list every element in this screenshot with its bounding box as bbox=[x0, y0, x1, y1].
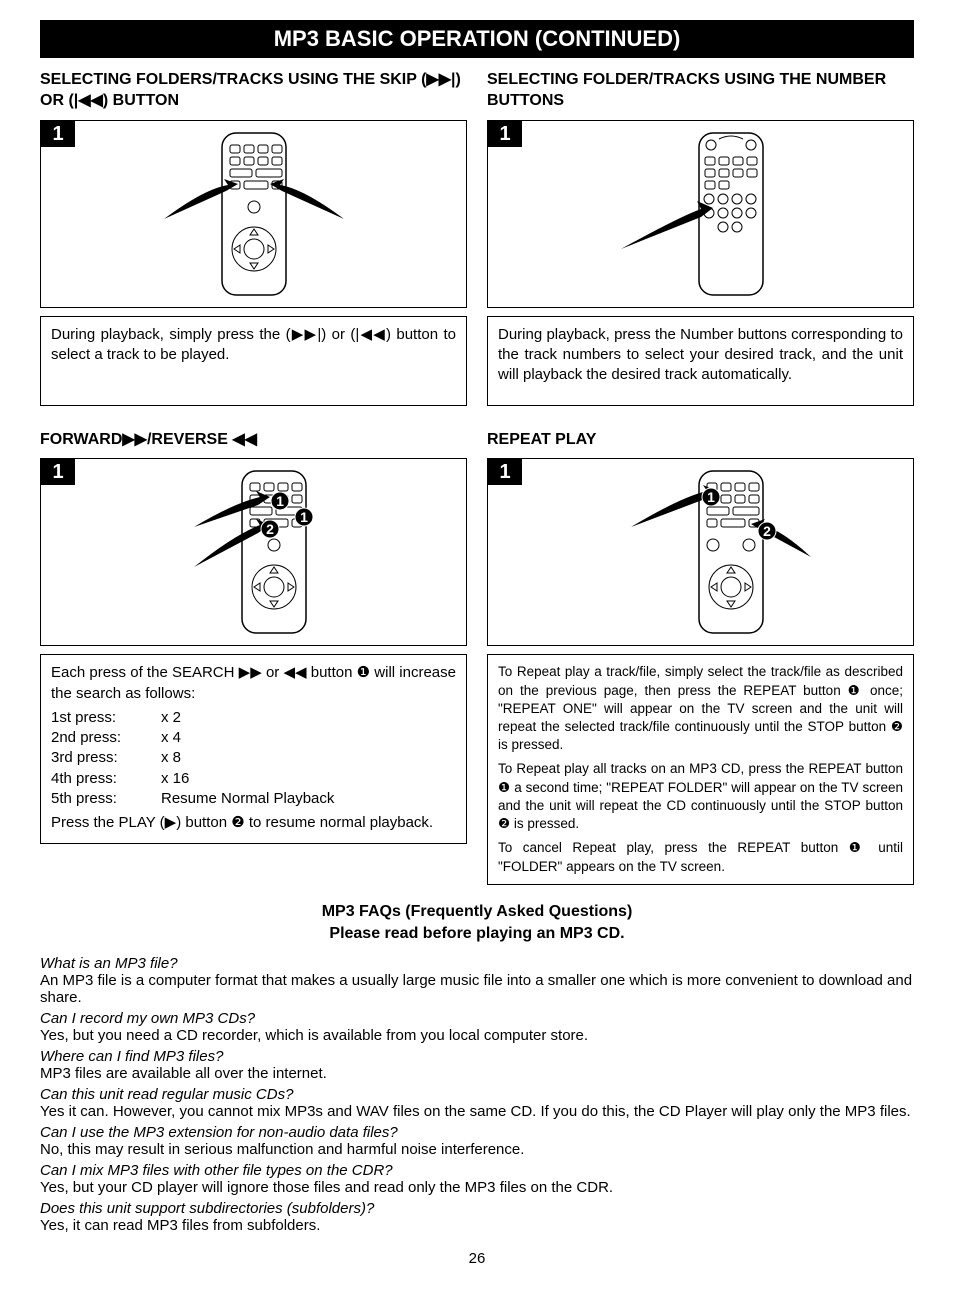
desc-skip: During playback, simply press the (▶▶|) … bbox=[40, 316, 467, 406]
desc-repeat-p3: To cancel Repeat play, press the REPEAT … bbox=[498, 839, 903, 875]
press-speed: x 8 bbox=[161, 748, 181, 768]
step-number: 1 bbox=[488, 121, 522, 147]
callout-2: 2 bbox=[266, 521, 274, 537]
faq-answer: An MP3 file is a computer format that ma… bbox=[40, 972, 914, 1006]
desc-number: During playback, press the Number button… bbox=[487, 316, 914, 406]
faq-subheading: Please read before playing an MP3 CD. bbox=[40, 925, 914, 943]
press-speed: Resume Normal Playback bbox=[161, 789, 334, 809]
remote-illustration-number bbox=[496, 129, 905, 299]
faq-question: Does this unit support subdirectories (s… bbox=[40, 1200, 914, 1217]
press-speed: x 2 bbox=[161, 708, 181, 728]
desc-repeat-p2: To Repeat play all tracks on an MP3 CD, … bbox=[498, 760, 903, 833]
col-right-1: SELECTING FOLDER/TRACKS USING THE NUMBER… bbox=[487, 70, 914, 406]
desc-forward: Each press of the SEARCH ▶▶ or ◀◀ button… bbox=[40, 654, 467, 844]
title-bar: MP3 BASIC OPERATION (CONTINUED) bbox=[40, 20, 914, 58]
remote-svg: 1 2 1 bbox=[104, 467, 404, 637]
step-number: 1 bbox=[41, 121, 75, 147]
faq-question: Can I use the MP3 extension for non-audi… bbox=[40, 1124, 914, 1141]
press-speed: x 16 bbox=[161, 769, 189, 789]
faq-question: Where can I find MP3 files? bbox=[40, 1048, 914, 1065]
search-speed-table: 1st press:x 2 2nd press:x 4 3rd press:x … bbox=[51, 708, 456, 809]
remote-illustration-skip bbox=[49, 129, 458, 299]
faq-answer: Yes it can. However, you cannot mix MP3s… bbox=[40, 1103, 914, 1120]
heading-number: SELECTING FOLDER/TRACKS USING THE NUMBER… bbox=[487, 70, 914, 112]
faq-question: Can I record my own MP3 CDs? bbox=[40, 1010, 914, 1027]
press-label: 1st press: bbox=[51, 708, 161, 728]
page-number: 26 bbox=[40, 1250, 914, 1267]
callout-1: 1 bbox=[276, 493, 284, 509]
press-label: 3rd press: bbox=[51, 748, 161, 768]
step-number: 1 bbox=[488, 459, 522, 485]
step-box-right-2: 1 bbox=[487, 458, 914, 646]
remote-svg bbox=[551, 129, 851, 299]
faq-answer: MP3 files are available all over the int… bbox=[40, 1065, 914, 1082]
heading-forward: FORWARD▶▶/REVERSE ◀◀ bbox=[40, 430, 467, 451]
row-2: FORWARD▶▶/REVERSE ◀◀ 1 bbox=[40, 430, 914, 885]
svg-text:1: 1 bbox=[300, 509, 308, 525]
faq-heading: MP3 FAQs (Frequently Asked Questions) bbox=[40, 903, 914, 921]
faq-answer: Yes, but your CD player will ignore thos… bbox=[40, 1179, 914, 1196]
step-box-left-2: 1 bbox=[40, 458, 467, 646]
remote-illustration-repeat: 1 2 bbox=[496, 467, 905, 637]
faq-question: What is an MP3 file? bbox=[40, 955, 914, 972]
step-box-left-1: 1 bbox=[40, 120, 467, 308]
desc-forward-outro: Press the PLAY (▶) button ❷ to resume no… bbox=[51, 813, 456, 833]
faq-question: Can this unit read regular music CDs? bbox=[40, 1086, 914, 1103]
faq-answer: No, this may result in serious malfuncti… bbox=[40, 1141, 914, 1158]
col-left-1: SELECTING FOLDERS/TRACKS USING THE SKIP … bbox=[40, 70, 467, 406]
col-left-2: FORWARD▶▶/REVERSE ◀◀ 1 bbox=[40, 430, 467, 885]
faq-answer: Yes, but you need a CD recorder, which i… bbox=[40, 1027, 914, 1044]
step-number: 1 bbox=[41, 459, 75, 485]
remote-svg bbox=[104, 129, 404, 299]
faq-question: Can I mix MP3 files with other file type… bbox=[40, 1162, 914, 1179]
remote-svg: 1 2 bbox=[551, 467, 851, 637]
row-1: SELECTING FOLDERS/TRACKS USING THE SKIP … bbox=[40, 70, 914, 406]
step-box-right-1: 1 bbox=[487, 120, 914, 308]
col-right-2: REPEAT PLAY 1 bbox=[487, 430, 914, 885]
callout-2: 2 bbox=[763, 523, 771, 539]
press-label: 4th press: bbox=[51, 769, 161, 789]
press-label: 2nd press: bbox=[51, 728, 161, 748]
heading-repeat: REPEAT PLAY bbox=[487, 430, 914, 451]
faq-answer: Yes, it can read MP3 files from subfolde… bbox=[40, 1217, 914, 1234]
press-label: 5th press: bbox=[51, 789, 161, 809]
faq-list: What is an MP3 file? An MP3 file is a co… bbox=[40, 955, 914, 1234]
remote-illustration-forward: 1 2 1 bbox=[49, 467, 458, 637]
desc-forward-intro: Each press of the SEARCH ▶▶ or ◀◀ button… bbox=[51, 663, 456, 704]
callout-1: 1 bbox=[707, 489, 715, 505]
heading-skip: SELECTING FOLDERS/TRACKS USING THE SKIP … bbox=[40, 70, 467, 112]
desc-repeat-p1: To Repeat play a track/file, simply sele… bbox=[498, 663, 903, 754]
desc-repeat: To Repeat play a track/file, simply sele… bbox=[487, 654, 914, 884]
press-speed: x 4 bbox=[161, 728, 181, 748]
